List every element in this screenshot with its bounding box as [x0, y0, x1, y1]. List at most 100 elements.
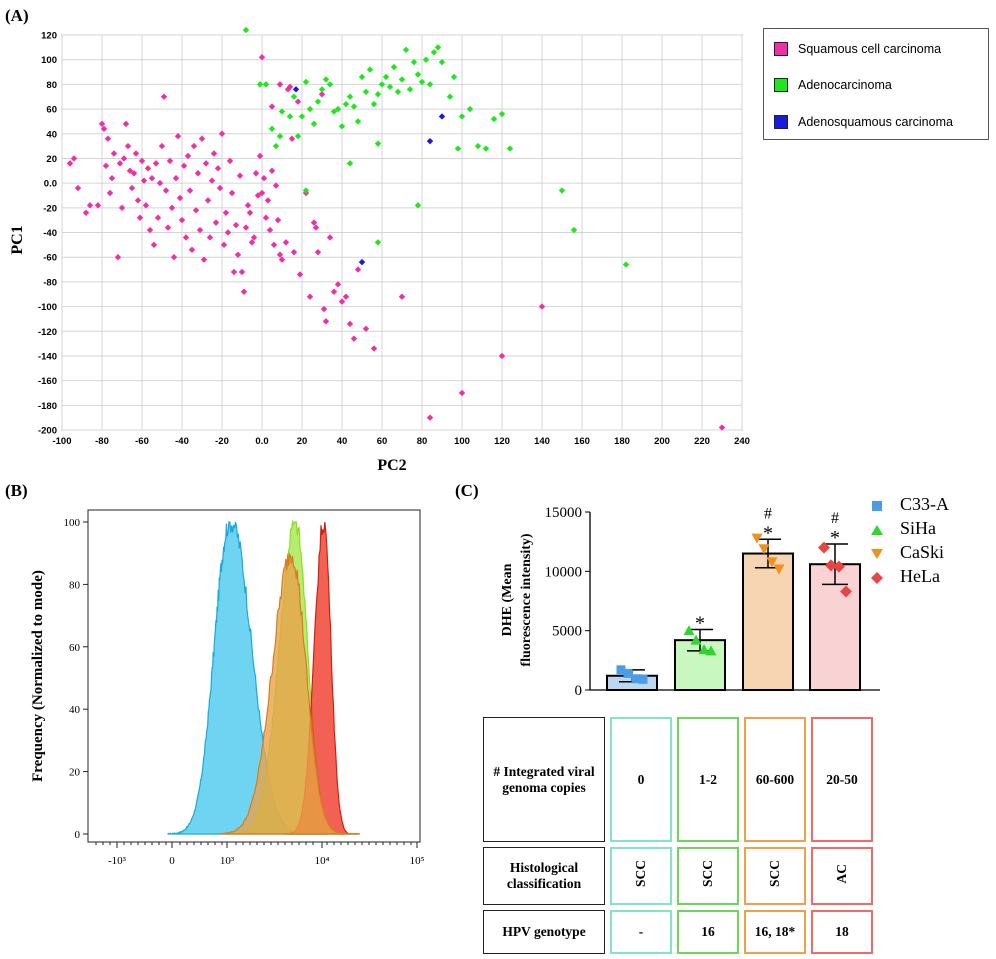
table-row: Histological classification SCC SCC SCC …: [483, 847, 873, 905]
scatter-point-ac: [272, 142, 280, 150]
scatter-point-scc: [174, 133, 182, 140]
scatter-point-scc: [242, 224, 250, 231]
scatter-point-scc: [234, 251, 242, 258]
data-point-caski: [766, 557, 778, 568]
bar-legend-c33a: C33-A: [870, 492, 949, 516]
scatter-point-scc: [106, 189, 114, 197]
data-point-c33a: [616, 665, 626, 675]
scatter-point-scc: [132, 150, 140, 157]
table-cell: AC: [811, 847, 873, 905]
scatter-point-scc: [176, 194, 184, 202]
scatter-point-ac: [354, 118, 362, 125]
scatter-point-scc: [214, 165, 222, 172]
table-cell: 16, 18*: [744, 910, 806, 954]
x-tick-label: -100: [52, 436, 71, 447]
scatter-point-scc: [240, 288, 248, 295]
y-tick-label: 0.0: [44, 179, 57, 190]
scatter-point-scc: [362, 325, 370, 332]
table-cell: SCC: [677, 847, 739, 905]
scatter-point-scc: [266, 226, 274, 234]
scatter-point-scc: [148, 174, 156, 182]
scatter-point-scc: [322, 318, 330, 325]
legend-swatch-ac: [774, 78, 788, 92]
legend-entry-scc: Squamous cell carcinoma: [774, 42, 941, 56]
scatter-point-scc: [196, 226, 204, 234]
scatter-point-scc: [98, 120, 106, 128]
scatter-point-ac: [402, 46, 410, 54]
pca-scatter-plot: -100 -80 -60 -40 -20 0.0 20 40 60 80 100 120 140 160 1…: [9, 26, 750, 474]
scatter-point-ac: [434, 44, 442, 51]
scatter-point-ac: [294, 133, 302, 140]
scatter-point-scc: [154, 214, 162, 221]
x-tick-label: 10⁴: [315, 855, 330, 867]
scatter-point-ac: [318, 86, 326, 93]
y-tick-label: -180: [38, 401, 57, 412]
scatter-point-scc: [168, 204, 176, 212]
scatter-point-asc: [426, 137, 434, 145]
legend-label-ac: Adenocarcinoma: [798, 78, 892, 92]
scatter-point-scc: [224, 229, 232, 236]
scatter-point-scc: [258, 189, 266, 197]
table-cell: 20-50: [811, 717, 873, 842]
scatter-point-scc: [218, 130, 226, 137]
scatter-point-scc: [216, 184, 224, 192]
scatter-point-ac: [242, 26, 250, 34]
scatter-point-scc: [120, 155, 128, 162]
scatter-point-ac: [334, 105, 342, 113]
scatter-point-scc: [282, 239, 290, 246]
y-tick-label: 5000: [552, 624, 582, 640]
scatter-point-scc: [246, 209, 254, 216]
x-tick-label: 240: [734, 436, 750, 447]
x-tick-label: 100: [454, 436, 470, 447]
scatter-point-scc: [100, 125, 108, 133]
scatter-point-scc: [128, 184, 136, 192]
scatter-point-scc: [254, 192, 262, 199]
y-tick-label: 10000: [545, 564, 583, 580]
data-point-c33a: [631, 674, 641, 684]
scatter-point-scc: [170, 253, 178, 261]
scatter-point-scc: [130, 170, 138, 177]
scatter-point-scc: [182, 234, 190, 241]
scatter-point-scc: [232, 221, 240, 229]
flow-histogram: -10³ 0 10³ 10⁴ 10⁵ 0 20 40 60 80 100 Frequency (Nor…: [30, 509, 425, 867]
scatter-point-scc: [262, 214, 270, 221]
scatter-point-ac: [366, 66, 374, 73]
x-tick-label: 180: [614, 436, 630, 447]
scatter-point-ac: [382, 73, 390, 81]
scatter-legend: Squamous cell carcinoma Adenocarcinoma A…: [763, 28, 989, 140]
y-tick-label: 0: [575, 683, 583, 699]
scatter-point-scc: [248, 239, 256, 246]
significance-mark: #: [831, 510, 839, 527]
scatter-point-ac: [342, 100, 350, 108]
scatter-point-ac: [302, 187, 310, 194]
table-cell: 16: [677, 910, 739, 954]
data-point-caski: [751, 533, 763, 544]
scatter-point-scc: [194, 170, 202, 177]
y-tick-label: 40: [46, 129, 57, 140]
scatter-point-ac: [378, 81, 386, 88]
scatter-point-ac: [506, 145, 514, 152]
x-tick-label: 220: [694, 436, 710, 447]
scatter-point-scc: [178, 216, 186, 224]
scatter-point-scc: [188, 246, 196, 253]
scatter-point-scc: [208, 177, 216, 184]
scatter-point-ac: [418, 78, 426, 86]
data-point-siha: [705, 645, 717, 656]
scatter-point-scc: [346, 320, 354, 328]
scatter-point-scc: [70, 155, 78, 162]
scatter-point-scc: [210, 150, 218, 157]
scatter-point-ac: [262, 81, 270, 88]
scatter-point-ac: [256, 81, 264, 88]
scatter-point-scc: [212, 219, 220, 226]
x-axis-label: PC2: [377, 457, 406, 474]
scatter-point-scc: [252, 170, 260, 177]
y-axis-label: PC1: [9, 225, 26, 254]
table-cell: 1-2: [677, 717, 739, 842]
scatter-point-ac: [362, 88, 370, 95]
data-point-caski: [758, 544, 770, 555]
y-tick-label: 100: [64, 517, 81, 529]
x-tick-label: -80: [95, 436, 109, 447]
y-tick-label: -160: [38, 376, 57, 387]
x-tick-label: 10⁵: [410, 855, 425, 867]
scatter-point-ac: [466, 105, 474, 113]
